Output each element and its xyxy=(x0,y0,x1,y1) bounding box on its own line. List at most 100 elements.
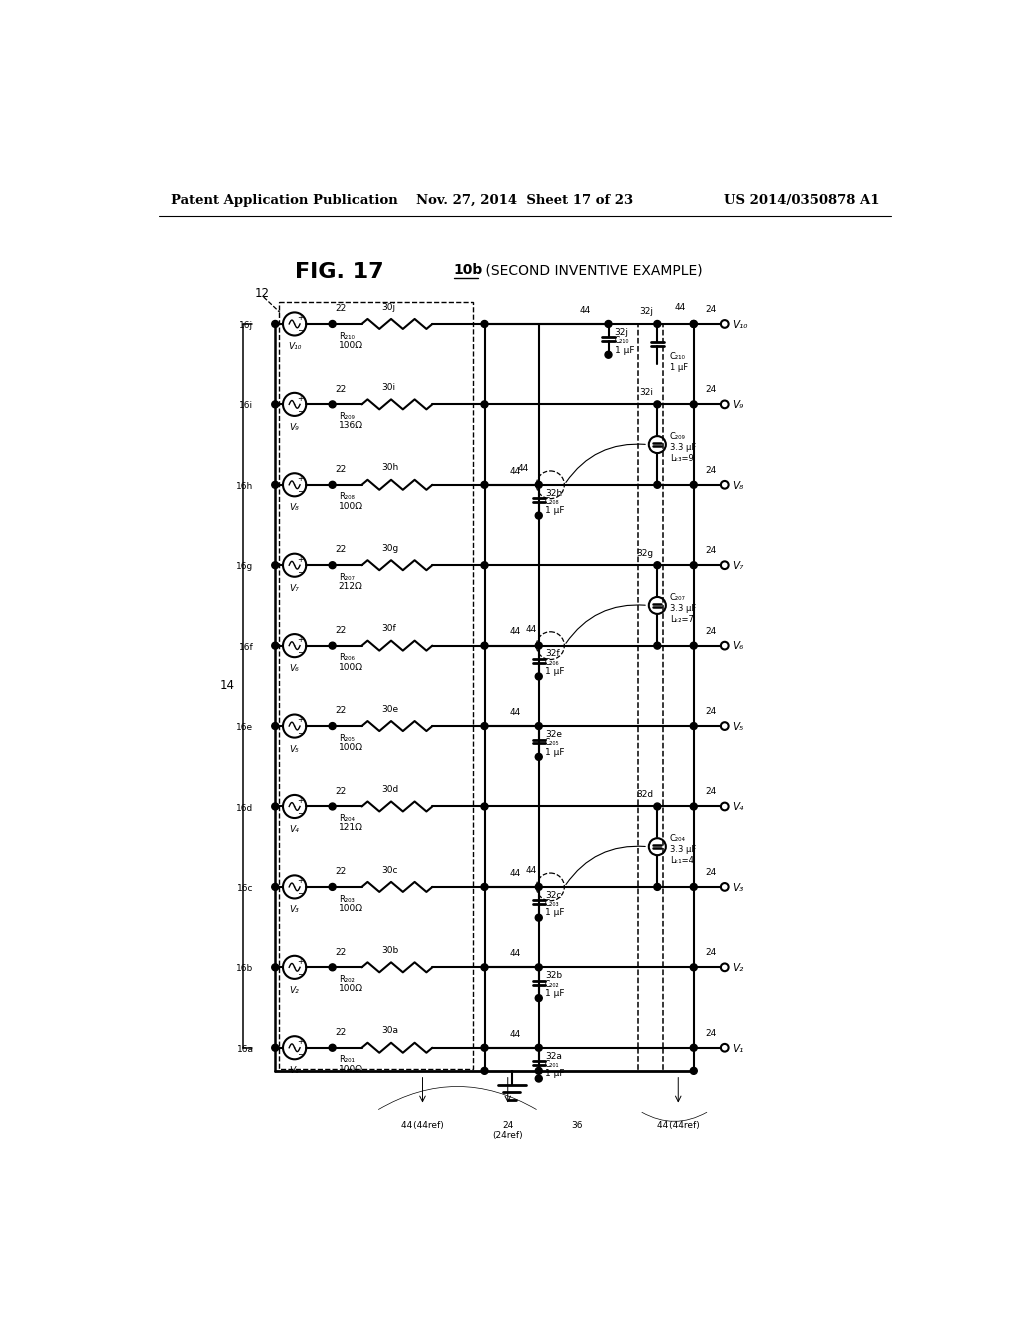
Text: 32a: 32a xyxy=(545,1052,562,1060)
Text: V₁: V₁ xyxy=(732,1044,743,1053)
Text: 44 (44ref): 44 (44ref) xyxy=(401,1121,443,1130)
Text: 24: 24 xyxy=(706,466,717,475)
Text: 32j: 32j xyxy=(614,327,629,337)
Text: 32i: 32i xyxy=(639,388,653,397)
Text: Lₖ₂=7: Lₖ₂=7 xyxy=(670,615,693,624)
Text: R₂₀₄: R₂₀₄ xyxy=(339,814,354,824)
Text: V₅: V₅ xyxy=(290,744,299,754)
Text: V₉: V₉ xyxy=(732,400,743,411)
Text: R₂₀₂: R₂₀₂ xyxy=(339,975,354,983)
Text: 30d: 30d xyxy=(381,785,398,795)
Circle shape xyxy=(690,482,697,488)
Text: 32d: 32d xyxy=(636,789,653,799)
Text: 32g: 32g xyxy=(636,549,653,557)
Text: 24: 24 xyxy=(706,546,717,556)
Text: 32e: 32e xyxy=(545,730,562,739)
Text: 16i: 16i xyxy=(240,401,254,411)
Text: 24: 24 xyxy=(706,788,717,796)
Text: −: − xyxy=(297,647,304,656)
Circle shape xyxy=(690,883,697,891)
Text: 44: 44 xyxy=(525,626,537,634)
Text: 1 μF: 1 μF xyxy=(614,346,634,355)
Text: R₂₀₉: R₂₀₉ xyxy=(339,412,354,421)
Text: R₂₀₆: R₂₀₆ xyxy=(339,653,354,663)
Text: 44: 44 xyxy=(510,708,521,717)
Text: 22: 22 xyxy=(336,787,347,796)
Text: 16d: 16d xyxy=(237,804,254,813)
Text: 44: 44 xyxy=(525,866,537,875)
Circle shape xyxy=(690,1068,697,1074)
Text: 44: 44 xyxy=(510,1030,521,1039)
Text: 24: 24 xyxy=(706,305,717,314)
Text: 1 μF: 1 μF xyxy=(545,989,564,998)
Text: 32h: 32h xyxy=(545,488,562,498)
Circle shape xyxy=(329,321,336,327)
Circle shape xyxy=(536,512,543,519)
Circle shape xyxy=(329,401,336,408)
Text: 30a: 30a xyxy=(381,1027,398,1035)
Text: 22: 22 xyxy=(336,706,347,715)
Text: −: − xyxy=(297,727,304,737)
Text: 44: 44 xyxy=(510,949,521,958)
Text: 44: 44 xyxy=(510,627,521,636)
Circle shape xyxy=(654,321,660,327)
Text: 24: 24 xyxy=(706,1028,717,1038)
Circle shape xyxy=(271,722,279,730)
Circle shape xyxy=(481,401,488,408)
Circle shape xyxy=(481,803,488,810)
Text: 16g: 16g xyxy=(237,562,254,572)
Circle shape xyxy=(536,1044,543,1051)
Text: 24: 24 xyxy=(706,627,717,636)
Text: 16e: 16e xyxy=(237,723,254,733)
Text: −: − xyxy=(297,888,304,898)
Text: C₂₀₃: C₂₀₃ xyxy=(545,899,559,908)
Circle shape xyxy=(481,321,488,327)
Circle shape xyxy=(690,964,697,970)
Text: R₂₁₀: R₂₁₀ xyxy=(339,331,354,341)
Text: +: + xyxy=(298,393,304,403)
Text: 30i: 30i xyxy=(381,383,395,392)
Circle shape xyxy=(271,1044,279,1051)
Circle shape xyxy=(329,964,336,970)
Circle shape xyxy=(481,562,488,569)
Text: 30f: 30f xyxy=(381,624,396,634)
Text: 24: 24 xyxy=(706,948,717,957)
Circle shape xyxy=(271,482,279,488)
Text: 44 (44ref): 44 (44ref) xyxy=(656,1121,699,1130)
Text: R₂₀₇: R₂₀₇ xyxy=(339,573,354,582)
Circle shape xyxy=(329,562,336,569)
Circle shape xyxy=(654,803,660,810)
Circle shape xyxy=(271,803,279,810)
Circle shape xyxy=(271,401,279,408)
Circle shape xyxy=(536,673,543,680)
Text: V₇: V₇ xyxy=(290,583,299,593)
Text: V₄: V₄ xyxy=(290,825,299,834)
Text: V₇: V₇ xyxy=(732,561,743,572)
Text: 212Ω: 212Ω xyxy=(339,582,362,591)
Text: 100Ω: 100Ω xyxy=(339,904,362,913)
Circle shape xyxy=(690,722,697,730)
Text: 36: 36 xyxy=(571,1121,584,1130)
Text: FIG. 17: FIG. 17 xyxy=(295,263,383,282)
Text: 1 μF: 1 μF xyxy=(545,507,564,515)
Text: 100Ω: 100Ω xyxy=(339,985,362,993)
Circle shape xyxy=(271,883,279,891)
Text: 44: 44 xyxy=(510,869,521,878)
Text: +: + xyxy=(298,957,304,966)
Circle shape xyxy=(271,562,279,569)
Text: 16a: 16a xyxy=(237,1045,254,1053)
Text: C₂₀₂: C₂₀₂ xyxy=(545,979,559,989)
Text: 22: 22 xyxy=(336,465,347,474)
Circle shape xyxy=(329,482,336,488)
Circle shape xyxy=(654,883,660,891)
Text: V₆: V₆ xyxy=(732,642,743,651)
Text: 3.3 μF: 3.3 μF xyxy=(670,605,696,612)
Circle shape xyxy=(690,401,697,408)
Text: +: + xyxy=(298,876,304,886)
Text: 30e: 30e xyxy=(381,705,398,714)
Text: 32j: 32j xyxy=(639,308,653,317)
Text: 24: 24 xyxy=(706,708,717,715)
Circle shape xyxy=(481,642,488,649)
Circle shape xyxy=(329,803,336,810)
Text: 16h: 16h xyxy=(237,482,254,491)
